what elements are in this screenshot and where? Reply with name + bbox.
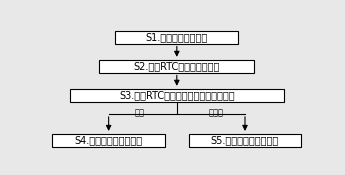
FancyBboxPatch shape [99, 60, 254, 73]
FancyBboxPatch shape [70, 89, 284, 101]
Text: S5.使设备处于休眠状态: S5.使设备处于休眠状态 [211, 135, 279, 145]
Text: S1.建立工作任务队列: S1.建立工作任务队列 [146, 32, 208, 42]
FancyBboxPatch shape [189, 134, 301, 147]
FancyBboxPatch shape [115, 31, 238, 44]
Text: S2.获取RTC时钟的唤醒时间: S2.获取RTC时钟的唤醒时间 [134, 61, 220, 71]
FancyBboxPatch shape [52, 134, 165, 147]
Text: 到达: 到达 [135, 108, 144, 117]
Text: S4.执行任务队列的任务: S4.执行任务队列的任务 [75, 135, 143, 145]
Text: S3.监控RTC时钟的唤醒时间是否已到达: S3.监控RTC时钟的唤醒时间是否已到达 [119, 90, 235, 100]
Text: 未到达: 未到达 [209, 108, 224, 117]
